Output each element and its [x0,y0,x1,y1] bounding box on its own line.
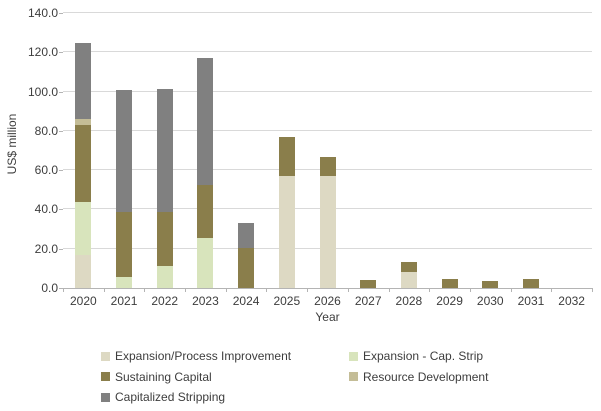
y-tick-label: 0.0 [41,281,58,295]
gridline-120.0 [63,51,592,53]
bar-2028-segment [400,272,417,288]
x-tick-label: 2027 [354,294,382,308]
legend: Expansion/Process Improvement Expansion -… [101,346,488,408]
y-tick-label: 40.0 [34,202,58,217]
legend-swatch-icon [101,351,110,361]
legend-item: Capitalized Stripping [101,387,349,408]
x-axis-line [63,288,592,289]
y-tick-label: 140.0 [27,6,58,20]
legend-item: Sustaining Capital [101,367,349,388]
x-tick-label: 2020 [69,294,97,308]
bar-2024-segment [238,223,255,248]
bar-2026-segment [319,176,336,288]
bar-2020-segment [75,254,92,288]
bar-2021-segment [116,212,133,278]
x-tick-label: 2023 [192,294,219,308]
y-tick-mark [59,248,63,250]
x-tick-mark [103,288,105,292]
y-tick-label: 100.0 [27,84,58,99]
bar-2031-segment [522,279,539,288]
bar-2029-segment [441,279,458,288]
bar-2027-segment [360,280,377,288]
bar-2021-segment [116,277,133,288]
legend-item: Resource Development [349,367,488,388]
x-tick-mark [429,288,431,292]
y-tick-label: 80.0 [34,123,58,138]
legend-swatch-icon [349,372,358,382]
y-tick-mark [59,91,63,93]
bar-2025-segment [278,176,295,288]
bar-2023-segment [197,58,214,185]
x-tick-mark [510,288,512,292]
x-tick-label: 2024 [232,294,260,308]
bar-2026-segment [319,157,336,177]
legend-item: Expansion/Process Improvement [101,346,349,367]
legend-label: Sustaining Capital [115,369,212,384]
x-tick-mark [307,288,309,292]
x-tick-label: 2026 [314,294,341,308]
bar-2023-segment [197,237,214,288]
legend-label: Capitalized Stripping [115,390,226,405]
x-tick-label: 2021 [110,294,138,308]
x-tick-mark [185,288,187,292]
legend-swatch-icon [349,351,358,361]
x-tick-label: 2028 [395,294,423,308]
x-tick-mark [63,288,64,292]
x-tick-mark [347,288,349,292]
gridline-140.0 [63,12,592,13]
y-tick-mark [59,13,63,14]
x-tick-mark [266,288,268,292]
legend-swatch-icon [101,372,110,382]
legend-label: Resource Development [363,369,489,384]
bar-2020-segment [75,119,92,125]
x-tick-label: 2031 [517,294,545,308]
x-tick-mark [592,288,593,292]
x-tick-label: 2032 [558,294,585,308]
x-tick-label: 2030 [476,294,504,308]
x-tick-label: 2029 [436,294,463,308]
bar-2022-segment [156,212,173,267]
x-tick-label: 2025 [273,294,301,308]
y-tick-mark [59,52,63,54]
x-tick-mark [144,288,146,292]
bar-2024-segment [238,247,255,288]
bar-2030-segment [482,281,499,288]
plot-area [63,12,592,289]
y-tick-label: 60.0 [34,163,58,178]
gridline-100.0 [63,90,592,92]
bar-2023-segment [197,184,214,238]
x-axis-title: Year [315,310,340,324]
x-tick-mark [388,288,390,292]
x-tick-mark [551,288,553,292]
bar-2020-segment [75,124,92,202]
bar-2022-segment [156,88,173,213]
bar-2028-segment [400,262,417,273]
y-tick-mark [59,130,63,132]
legend-label: Expansion/Process Improvement [115,349,292,364]
legend-item: Expansion - Cap. Strip [349,346,488,367]
x-tick-mark [469,288,471,292]
bar-2020-segment [75,43,92,120]
legend-label: Expansion - Cap. Strip [363,349,484,364]
bar-2020-segment [75,201,92,255]
gridline-80.0 [63,129,592,131]
legend-swatch-icon [101,392,110,402]
bar-2025-segment [278,136,295,177]
bar-2021-segment [116,89,133,213]
y-tick-label: 120.0 [27,45,58,60]
bar-2022-segment [156,266,173,288]
y-tick-label: 20.0 [34,241,58,256]
y-tick-mark [59,170,63,172]
y-tick-mark [59,209,63,211]
y-tick-mark [59,288,63,289]
x-tick-mark [225,288,227,292]
x-tick-label: 2022 [151,294,179,308]
